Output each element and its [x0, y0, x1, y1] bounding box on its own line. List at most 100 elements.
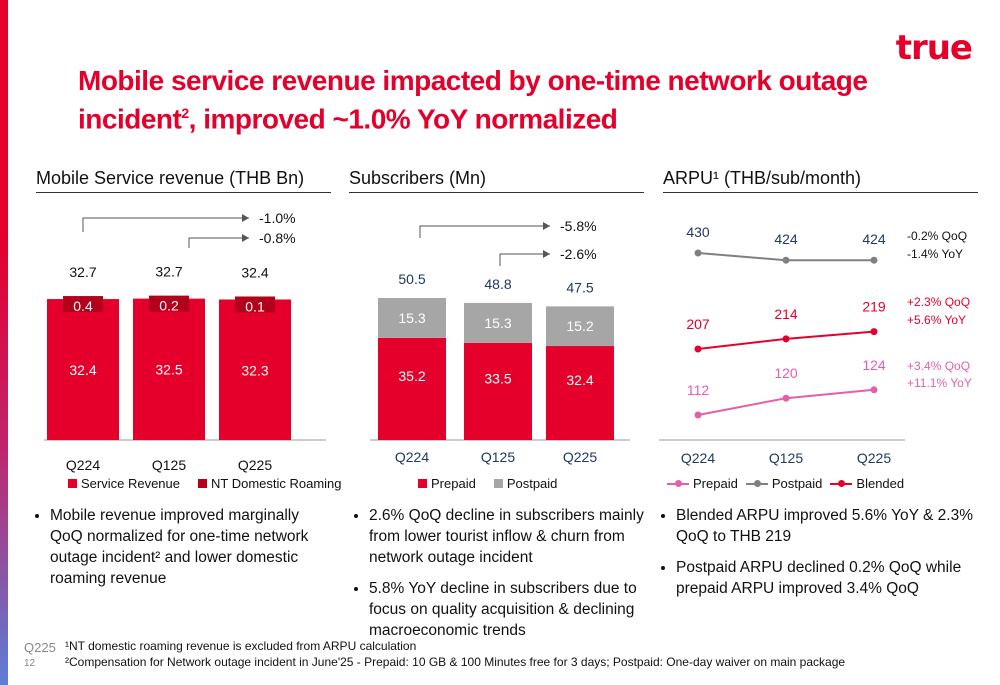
label-prepaid: 32.4 [566, 372, 593, 388]
footnote-1: ¹NT domestic roaming revenue is excluded… [65, 639, 417, 653]
label-nt-roaming: 0.1 [245, 298, 265, 314]
point-postpaid [694, 249, 702, 257]
subscribers-legend: Prepaid Postpaid [418, 476, 557, 491]
label-blended: 214 [774, 306, 798, 322]
annotation-prepaid-qoq: +3.4% QoQ [907, 359, 970, 373]
tick-label: Q125 [481, 449, 515, 465]
tick-label: Q224 [395, 449, 429, 465]
revenue-commentary: Mobile revenue improved marginally QoQ n… [34, 505, 334, 599]
annotation-postpaid-yoy: -1.4% YoY [907, 247, 963, 261]
label-postpaid: 424 [862, 231, 886, 247]
bar-postpaid [546, 306, 614, 347]
page-title: Mobile service revenue impacted by one-t… [78, 64, 878, 135]
subscribers-header-rule [349, 192, 644, 193]
tick-label: Q125 [769, 450, 803, 466]
legend-label: NT Domestic Roaming [211, 476, 342, 491]
true-logo: true [895, 28, 973, 68]
arpu-legend: Prepaid Postpaid Blended [667, 476, 904, 491]
bullet-item: 2.6% QoQ decline in subscribers mainly f… [369, 505, 648, 568]
legend-line-postpaid [745, 479, 768, 489]
label-postpaid: 15.3 [398, 310, 425, 326]
legend-label: Postpaid [506, 476, 558, 491]
legend-nt-roaming: NT Domestic Roaming [198, 476, 342, 491]
bar-nt-roaming [149, 295, 189, 312]
annotation-blended-qoq: +2.3% QoQ [907, 295, 970, 309]
label-total: 32.7 [69, 264, 96, 280]
tick-label: Q225 [857, 450, 891, 466]
legend-label: Service Revenue [81, 476, 180, 491]
accent-sidebar [0, 0, 8, 685]
subscribers-yoy-arrow-line [419, 225, 550, 238]
bar-prepaid [546, 346, 614, 440]
point-blended [782, 335, 790, 343]
subscribers-chart: 35.2 15.3 50.5 Q224 33.5 15.3 48.8 Q125 32.4 15.2… [370, 218, 630, 465]
tick-label: Q224 [681, 450, 715, 466]
legend-swatch-service-revenue [68, 479, 77, 488]
title-footnote-ref: 2 [181, 105, 189, 121]
label-postpaid: 424 [774, 231, 798, 247]
arpu-chart: 430 424 424 -0.2% QoQ -1.4% YoY 207 214 219 +2.3… [659, 224, 972, 466]
title-line-2b: , improved ~1.0% YoY normalized [188, 103, 618, 135]
point-postpaid [782, 256, 790, 264]
bullet-item: 5.8% YoY decline in subscribers due to f… [369, 578, 648, 641]
legend-arpu-prepaid: Prepaid [667, 476, 738, 491]
revenue-yoy-arrow-line [82, 217, 249, 232]
bar-postpaid [378, 297, 446, 338]
arpu-commentary: Blended ARPU improved 5.6% YoY & 2.3% Qo… [660, 505, 975, 609]
revenue-qoq-arrow-line [188, 237, 249, 248]
revenue-header-rule [36, 192, 331, 193]
point-prepaid [694, 411, 702, 419]
subscribers-yoy-label: -5.8% [560, 218, 597, 234]
subscribers-section-title: Subscribers (Mn) [349, 168, 487, 188]
point-blended [694, 345, 702, 353]
label-prepaid: 124 [862, 357, 886, 373]
bar-prepaid [378, 337, 446, 440]
bullet-item: Mobile revenue improved marginally QoQ n… [50, 505, 334, 589]
tick-label: Q225 [238, 457, 272, 473]
page-number: 12 [24, 658, 36, 669]
subscribers-qoq-label: -2.6% [560, 246, 597, 262]
annotation-blended-yoy: +5.6% YoY [907, 313, 966, 327]
label-blended: 207 [686, 316, 710, 332]
bullet-item: Blended ARPU improved 5.6% YoY & 2.3% Qo… [676, 505, 975, 547]
tick-label: Q225 [563, 449, 597, 465]
revenue-qoq-label: -0.8% [259, 230, 296, 246]
label-prepaid: 120 [774, 365, 798, 381]
point-prepaid [782, 394, 790, 402]
revenue-section-title: Mobile Service revenue (THB Bn) [36, 168, 305, 188]
tick-label: Q125 [152, 457, 186, 473]
label-total: 48.8 [484, 276, 511, 292]
label-service-revenue: 32.3 [241, 362, 268, 378]
arpu-header-rule [663, 192, 978, 193]
arpu-section-title: ARPU¹ (THB/sub/month) [663, 168, 862, 188]
legend-swatch-prepaid [418, 479, 427, 488]
label-service-revenue: 32.5 [155, 362, 182, 378]
bar-nt-roaming [63, 296, 103, 313]
legend-swatch-nt-roaming [198, 479, 207, 488]
bar-service-revenue [133, 298, 205, 440]
label-postpaid: 15.3 [484, 315, 511, 331]
point-prepaid [870, 386, 878, 394]
revenue-yoy-label: -1.0% [259, 210, 296, 226]
legend-arpu-blended: Blended [830, 476, 904, 491]
tick-label: Q224 [66, 457, 100, 473]
legend-prepaid: Prepaid [418, 476, 476, 491]
subscribers-commentary: 2.6% QoQ decline in subscribers mainly f… [353, 505, 648, 651]
label-prepaid: 35.2 [398, 368, 425, 384]
revenue-yoy-arrow-head [242, 214, 249, 222]
subscribers-qoq-arrow-head [543, 250, 550, 258]
legend-postpaid: Postpaid [493, 476, 558, 491]
title-line-1: Mobile service revenue impacted by one-t… [78, 65, 868, 96]
label-postpaid: 430 [686, 224, 710, 240]
annotation-postpaid-qoq: -0.2% QoQ [907, 229, 967, 243]
line-prepaid [697, 388, 875, 416]
legend-label: Blended [856, 476, 905, 491]
label-postpaid: 15.2 [566, 318, 593, 334]
legend-service-revenue: Service Revenue [68, 476, 180, 491]
label-total: 32.4 [241, 264, 268, 280]
revenue-chart: 0.4 32.4 32.7 Q224 0.2 32.5 32.7 Q125 0.1 32.3 32.… [44, 210, 326, 473]
label-blended: 219 [862, 299, 886, 315]
point-blended [870, 328, 878, 336]
label-prepaid: 112 [687, 382, 710, 398]
subscribers-yoy-arrow-head [543, 222, 550, 230]
